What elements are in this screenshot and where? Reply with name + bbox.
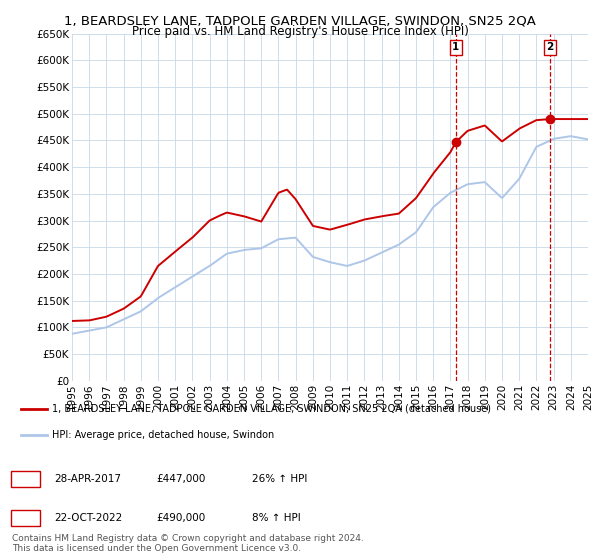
Text: 26% ↑ HPI: 26% ↑ HPI xyxy=(252,474,307,484)
Text: 2: 2 xyxy=(22,513,29,523)
Text: £447,000: £447,000 xyxy=(156,474,205,484)
Text: 2: 2 xyxy=(547,43,554,53)
Text: 22-OCT-2022: 22-OCT-2022 xyxy=(54,513,122,523)
Text: HPI: Average price, detached house, Swindon: HPI: Average price, detached house, Swin… xyxy=(52,430,275,440)
Text: 8% ↑ HPI: 8% ↑ HPI xyxy=(252,513,301,523)
Text: Contains HM Land Registry data © Crown copyright and database right 2024.
This d: Contains HM Land Registry data © Crown c… xyxy=(12,534,364,553)
Text: 1, BEARDSLEY LANE, TADPOLE GARDEN VILLAGE, SWINDON, SN25 2QA (detached house): 1, BEARDSLEY LANE, TADPOLE GARDEN VILLAG… xyxy=(52,404,491,414)
Text: 28-APR-2017: 28-APR-2017 xyxy=(54,474,121,484)
Text: £490,000: £490,000 xyxy=(156,513,205,523)
Text: 1, BEARDSLEY LANE, TADPOLE GARDEN VILLAGE, SWINDON, SN25 2QA: 1, BEARDSLEY LANE, TADPOLE GARDEN VILLAG… xyxy=(64,14,536,27)
Text: 1: 1 xyxy=(22,474,29,484)
Text: 1: 1 xyxy=(452,43,460,53)
Text: Price paid vs. HM Land Registry's House Price Index (HPI): Price paid vs. HM Land Registry's House … xyxy=(131,25,469,38)
